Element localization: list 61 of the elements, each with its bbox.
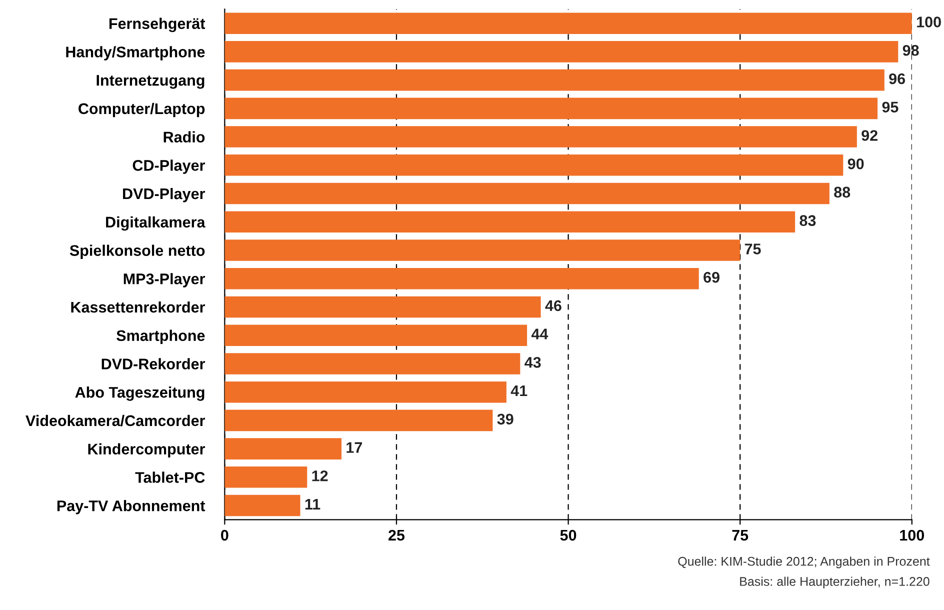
y-tick-label: Smartphone bbox=[116, 330, 205, 344]
bar bbox=[224, 466, 308, 488]
x-tick-label: 25 bbox=[388, 530, 405, 541]
y-tick-label: Internetzugang bbox=[96, 75, 204, 89]
data-label: 95 bbox=[882, 102, 898, 113]
y-tick-label: Digitalkamera bbox=[106, 216, 206, 231]
bar bbox=[224, 154, 844, 176]
bar bbox=[224, 69, 884, 91]
text: Basis: alle Haupterzieher, n=1.220 bbox=[740, 576, 930, 588]
bar bbox=[224, 353, 520, 374]
bar bbox=[224, 12, 912, 34]
x-tick-label: 50 bbox=[560, 530, 576, 541]
data-label: 88 bbox=[834, 186, 850, 198]
data-label: 96 bbox=[889, 73, 906, 84]
y-tick-label: MP3-Player bbox=[124, 273, 205, 288]
data-label: 43 bbox=[524, 356, 541, 368]
data-label: 11 bbox=[305, 498, 320, 510]
data-label: 75 bbox=[744, 244, 761, 254]
data-label: 92 bbox=[862, 130, 878, 141]
x-tick-label: 100 bbox=[900, 530, 924, 541]
bar bbox=[224, 240, 740, 261]
bar bbox=[224, 296, 541, 318]
bar bbox=[224, 268, 699, 290]
data-label: 39 bbox=[497, 414, 514, 425]
x-tick-label: 0 bbox=[221, 530, 228, 541]
data-label: 44 bbox=[531, 328, 548, 340]
y-tick-label: Fernsehgerät bbox=[109, 18, 206, 32]
data-label: 100 bbox=[917, 16, 941, 28]
y-tick-label: Radio bbox=[164, 131, 205, 142]
bar bbox=[224, 410, 493, 432]
y-tick-label: Pay-TV Abonnement bbox=[57, 500, 206, 514]
data-label: 98 bbox=[902, 44, 919, 56]
y-tick-label: Videokamera/Camcorder bbox=[26, 414, 206, 426]
y-tick-label: CD-Player bbox=[132, 160, 205, 174]
data-label: 17 bbox=[346, 442, 362, 453]
bar bbox=[224, 381, 506, 403]
y-tick-label: Handy/Smartphone bbox=[66, 46, 205, 60]
data-label: 12 bbox=[312, 470, 328, 482]
data-label: 41 bbox=[510, 386, 528, 396]
x-tick-label: 75 bbox=[732, 530, 748, 541]
bar bbox=[224, 182, 830, 204]
data-label: 46 bbox=[545, 300, 562, 312]
bar bbox=[224, 494, 300, 516]
bar bbox=[224, 126, 857, 148]
y-tick-label: Computer/Laptop bbox=[78, 102, 205, 118]
y-tick-label: Spielkonsole netto bbox=[70, 244, 205, 259]
y-tick-label: Kassettenrekorder bbox=[71, 301, 206, 313]
data-label: 69 bbox=[704, 272, 720, 283]
y-tick-label: Abo Tageszeitung bbox=[75, 386, 204, 401]
bar bbox=[224, 211, 796, 233]
data-label: 83 bbox=[800, 215, 816, 226]
bar bbox=[224, 41, 898, 62]
bar bbox=[224, 98, 878, 120]
y-tick-label: Kindercomputer bbox=[88, 443, 205, 458]
bar bbox=[224, 324, 528, 346]
y-tick-label: DVD-Player bbox=[123, 188, 205, 202]
source-note: Quelle: KIM-Studie 2012; Angaben in Prozent bbox=[678, 556, 930, 568]
y-tick-label: Tablet-PC bbox=[135, 472, 205, 483]
bar bbox=[224, 438, 342, 460]
y-tick-label: DVD-Rekorder bbox=[102, 358, 205, 370]
data-label: 90 bbox=[848, 158, 864, 170]
